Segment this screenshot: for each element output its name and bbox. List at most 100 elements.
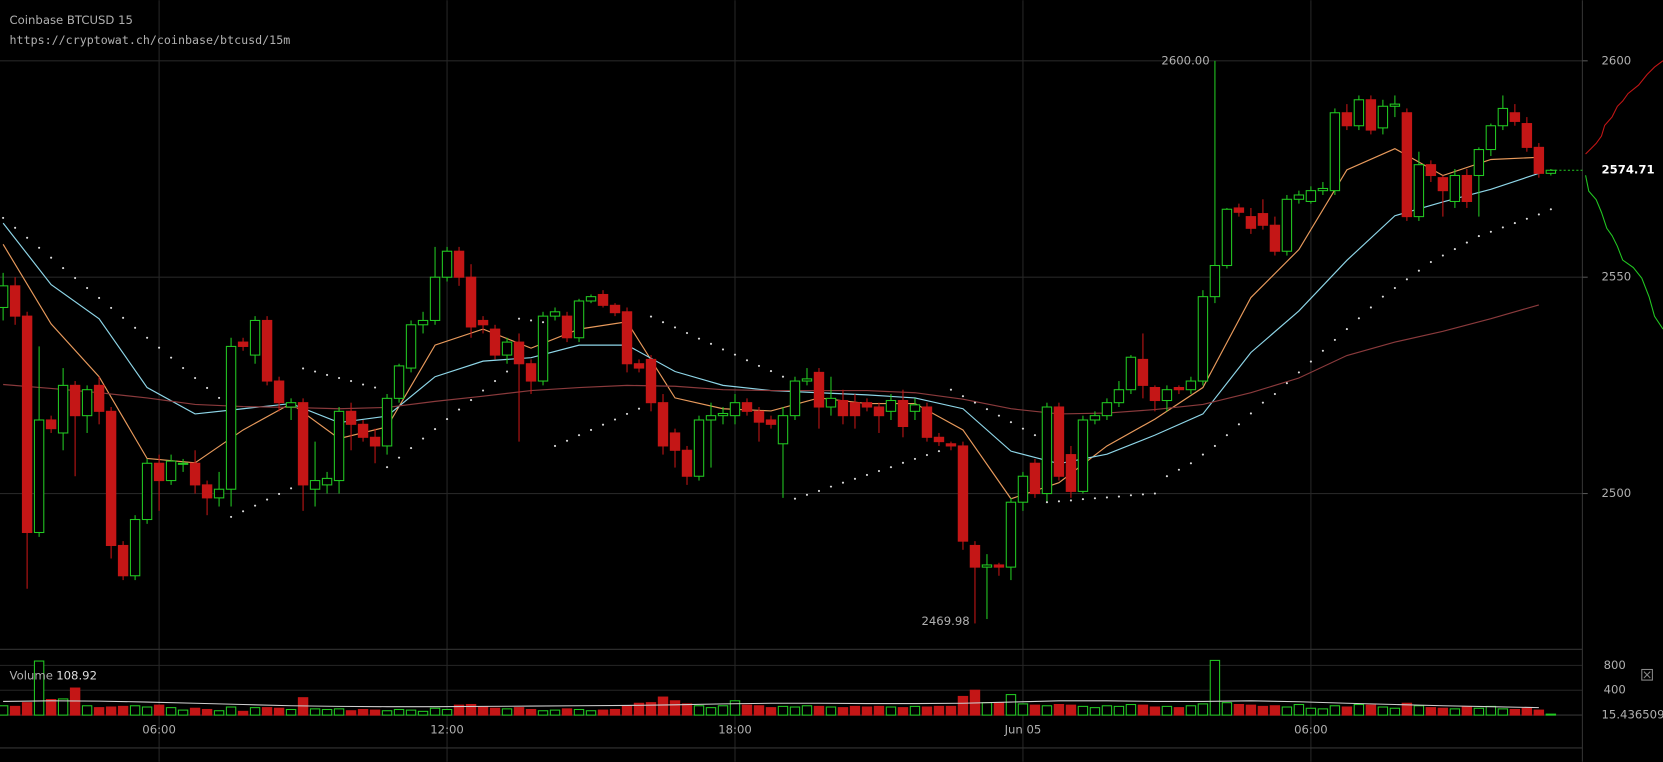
volume-bar (1437, 707, 1449, 716)
candle-body (993, 564, 1005, 568)
indicator-dot (98, 296, 101, 300)
volume-bar (1053, 703, 1065, 716)
volume-bar (537, 710, 549, 716)
volume-bar (105, 706, 117, 716)
candle-body (369, 436, 381, 447)
candle-body (1461, 174, 1473, 202)
volume-bar (57, 698, 69, 716)
indicator-dot (290, 487, 293, 490)
indicator-dot (1321, 349, 1324, 352)
candle-body (285, 402, 297, 408)
volume-bar (1137, 704, 1149, 716)
volume-bar (1461, 706, 1473, 716)
volume-axis-label: 15.436509 (1601, 708, 1663, 722)
indicator-dot (913, 457, 917, 460)
volume-bar (189, 707, 201, 716)
candle-body (1437, 177, 1449, 192)
indicator-dot (793, 497, 797, 500)
indicator-dot (841, 481, 845, 484)
volume-bar (1509, 708, 1521, 716)
indicator-dot (637, 407, 641, 410)
candle-body (981, 564, 993, 568)
candle-body (57, 384, 69, 434)
candle-body (633, 363, 645, 369)
candle-body (933, 436, 945, 443)
candle-body (885, 399, 897, 412)
volume-bar (1305, 707, 1317, 716)
volume-bar (993, 702, 1005, 716)
indicator-dot (865, 473, 869, 477)
indicator-dot (997, 414, 1001, 417)
indicator-dot (1129, 494, 1132, 497)
candle-body (765, 419, 777, 425)
volume-bar (1017, 703, 1029, 716)
volume-bar (909, 705, 921, 716)
indicator-dot (1393, 286, 1396, 290)
candle-body (33, 419, 45, 534)
indicator-dot (1273, 392, 1276, 396)
indicator-dot (409, 447, 413, 450)
indicator-dot (1477, 235, 1480, 238)
indicator-dot (1333, 338, 1336, 341)
volume-bar (1545, 713, 1557, 716)
candle-body (729, 402, 741, 417)
volume-bar (309, 708, 321, 716)
overlay-line (3, 304, 1540, 415)
candle-body (1173, 387, 1185, 391)
x-tick-label: 06:00 (142, 722, 176, 736)
volume-bar (33, 660, 45, 716)
indicator-dot (805, 493, 809, 496)
volume-bar (1365, 704, 1377, 716)
x-tick-label: 06:00 (1294, 722, 1328, 736)
volume-bar (1101, 705, 1113, 716)
indicator-dot (1429, 260, 1432, 264)
volume-bar (1197, 703, 1209, 716)
indicator-dot (601, 423, 605, 426)
candle-body (741, 402, 753, 412)
indicator-dot (1081, 498, 1085, 501)
candle-body (21, 315, 33, 534)
indicator-dot (769, 370, 773, 373)
indicator-dot (1057, 500, 1061, 503)
volume-bar (261, 707, 273, 716)
indicator-dot (1045, 501, 1049, 504)
indicator-dot (1501, 226, 1504, 229)
indicator-dot (158, 346, 161, 349)
volume-bar (1485, 705, 1497, 716)
volume-bar (93, 707, 105, 716)
volume-bar (597, 709, 609, 716)
volume-bar (321, 708, 333, 716)
candle-body (261, 319, 273, 382)
indicator-dot (1549, 208, 1552, 211)
indicator-dot (74, 276, 77, 280)
candle-body (165, 460, 177, 482)
candle-body (1509, 112, 1521, 122)
last-price-label: 2574.71 (1601, 163, 1654, 177)
volume-bar (1281, 706, 1293, 716)
volume-bar (1005, 694, 1017, 716)
indicator-dot (961, 395, 965, 398)
indicator-dot (1417, 269, 1420, 272)
volume-bar (1521, 707, 1533, 716)
chart-subtitle: https://cryptowat.ch/coinbase/btcusd/15m (10, 33, 291, 47)
volume-bar (213, 710, 225, 716)
candle-body (489, 328, 501, 356)
indicator-dot (901, 461, 905, 464)
indicator-dot (721, 348, 725, 351)
volume-bar (1353, 703, 1365, 716)
candle-body (1065, 454, 1077, 492)
volume-bar (273, 707, 285, 716)
volume-bar (609, 708, 621, 716)
indicator-dot (733, 353, 737, 356)
marks (0, 60, 1583, 716)
volume-bar (1149, 706, 1161, 716)
indicator-dot (493, 379, 497, 383)
volume-bar (225, 706, 237, 716)
close-button[interactable] (1641, 668, 1653, 681)
indicator-dot (589, 428, 593, 432)
x-tick-label: Jun 05 (1004, 722, 1042, 736)
volume-bar (1497, 708, 1509, 716)
volume-bar (441, 708, 453, 716)
volume-bar (981, 702, 993, 716)
